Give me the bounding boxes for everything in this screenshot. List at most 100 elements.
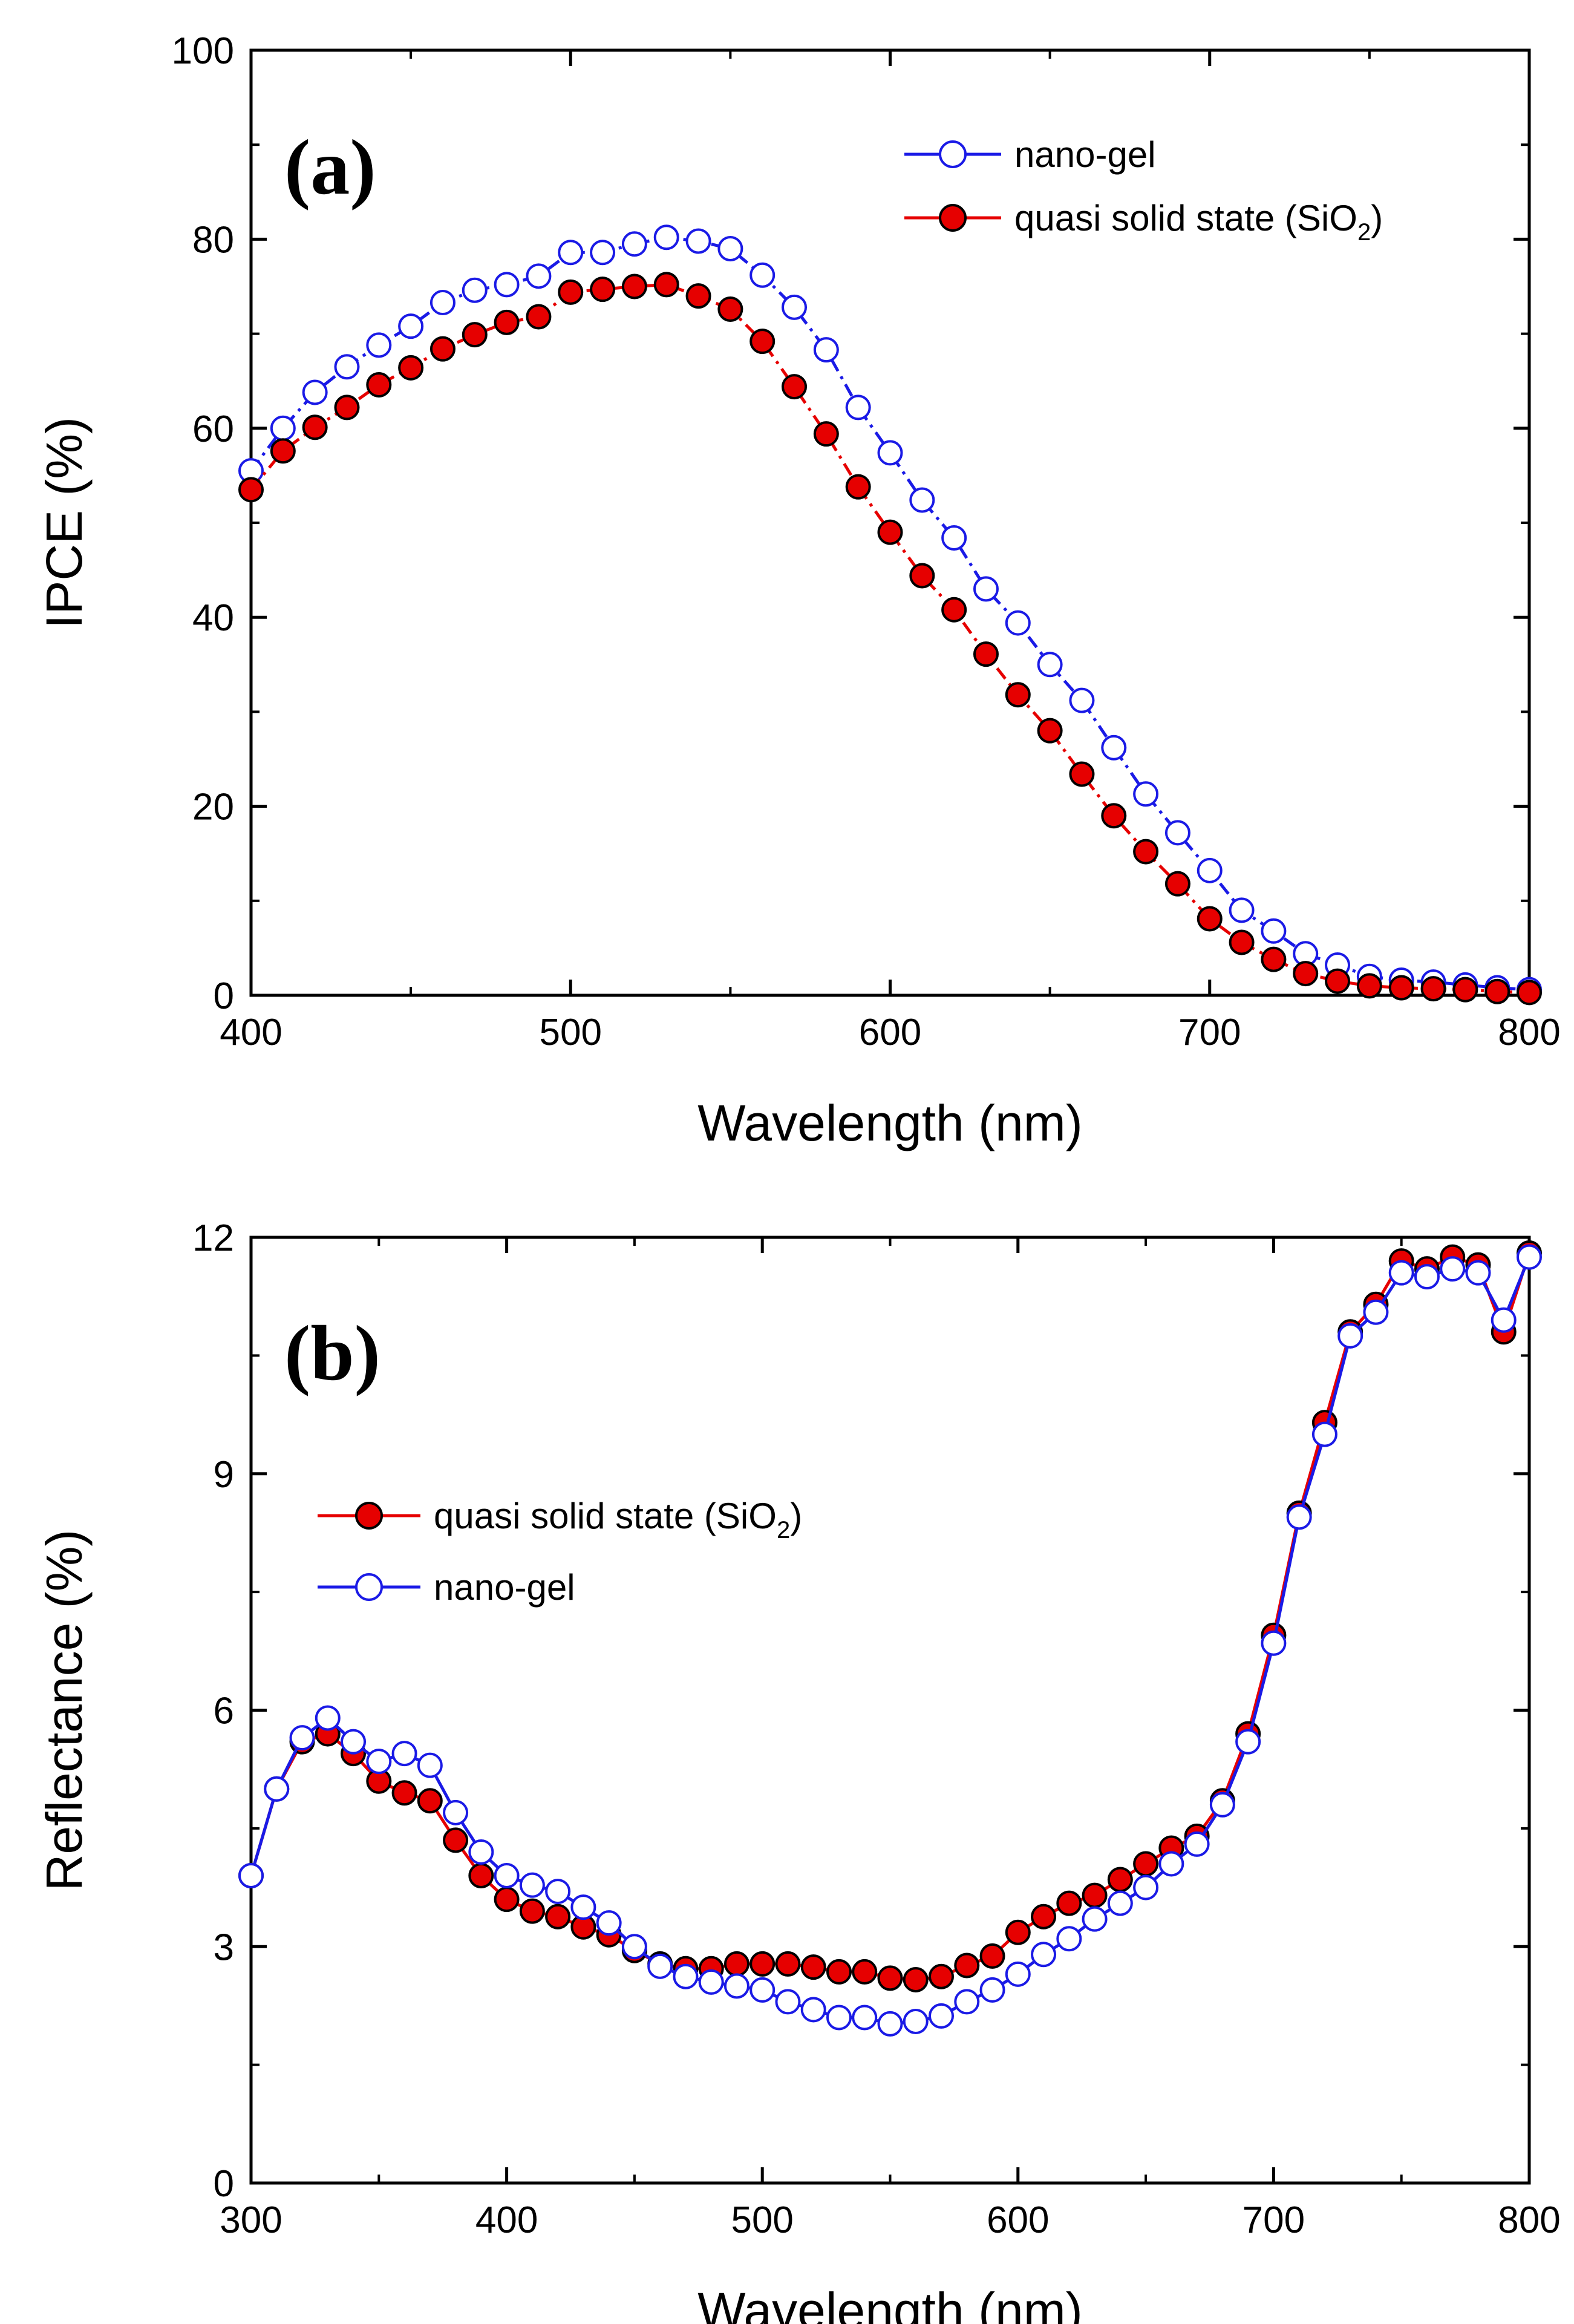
data-point <box>852 2005 878 2031</box>
y-tick-label: 100 <box>172 30 234 72</box>
data-point <box>1229 897 1255 923</box>
data-point <box>366 332 392 358</box>
data-point <box>302 379 328 405</box>
data-point <box>621 273 647 300</box>
data-point <box>1261 946 1287 972</box>
data-point <box>429 290 456 316</box>
data-point <box>1005 1961 1031 1987</box>
y-tick-label: 40 <box>192 597 234 639</box>
data-point <box>749 1977 776 2003</box>
data-point <box>1031 1903 1057 1930</box>
x-tick-label: 700 <box>1178 1012 1241 1053</box>
data-point <box>903 1966 929 1992</box>
x-tick-label: 700 <box>1243 2199 1305 2241</box>
data-point <box>973 576 999 602</box>
data-point <box>590 240 616 266</box>
data-point <box>621 1934 647 1960</box>
data-point <box>238 477 264 503</box>
legend: nano-gel quasi solid state (SiO2) <box>904 134 1383 246</box>
x-tick-label: 600 <box>987 2199 1049 2241</box>
legend-marker <box>355 1502 383 1530</box>
data-point <box>979 1977 1005 2003</box>
data-point <box>909 563 935 589</box>
panel-label: (a) <box>284 124 376 211</box>
x-tick-label: 400 <box>475 2199 538 2241</box>
data-point <box>1388 975 1414 1001</box>
data-point <box>468 1839 494 1865</box>
data-point <box>826 1959 852 1985</box>
data-point <box>366 372 392 398</box>
data-point <box>1356 973 1382 999</box>
data-point <box>519 1898 545 1924</box>
data-point <box>749 262 776 288</box>
y-tick-label: 60 <box>192 408 234 450</box>
data-point <box>391 1741 417 1767</box>
data-point <box>1209 1792 1235 1818</box>
x-axis-title: Wavelength (nm) <box>697 2282 1082 2324</box>
data-point <box>1452 977 1478 1003</box>
data-point <box>1056 1890 1082 1916</box>
data-point <box>653 272 679 298</box>
data-point <box>813 337 839 363</box>
data-point <box>685 228 711 254</box>
data-point <box>929 1963 955 1989</box>
x-axis-title: Wavelength (nm) <box>697 1095 1082 1151</box>
data-point <box>1133 839 1159 865</box>
data-point <box>1484 978 1510 1004</box>
x-tick-label: 500 <box>731 2199 793 2241</box>
x-tick-label: 300 <box>220 2199 282 2241</box>
data-point <box>1465 1260 1491 1286</box>
data-point <box>558 279 584 305</box>
data-point <box>621 231 647 257</box>
data-point <box>775 1951 801 1977</box>
data-point <box>264 1776 290 1802</box>
data-point <box>673 1963 699 1989</box>
data-point <box>877 2011 903 2037</box>
legend-marker <box>939 140 967 168</box>
legend-label: quasi solid state (SiO2) <box>1014 198 1383 246</box>
data-point <box>1158 1851 1184 1877</box>
data-point <box>1414 1264 1440 1290</box>
data-point <box>1107 1867 1133 1893</box>
y-tick-label: 3 <box>214 1926 234 1968</box>
data-point <box>1293 961 1319 987</box>
data-point <box>417 1752 443 1778</box>
data-point <box>782 374 808 400</box>
data-point <box>270 415 296 441</box>
y-tick-label: 80 <box>192 219 234 261</box>
x-tick-label: 800 <box>1498 2199 1560 2241</box>
data-point <box>1311 1421 1337 1447</box>
data-point <box>545 1903 571 1930</box>
data-point <box>1107 1890 1133 1916</box>
data-point <box>270 438 296 464</box>
data-point <box>391 1780 417 1806</box>
data-point <box>1101 803 1127 829</box>
series-line <box>250 283 1530 994</box>
data-point <box>749 329 776 355</box>
data-point <box>941 597 967 623</box>
data-point <box>1101 735 1127 761</box>
data-point <box>723 1951 749 1977</box>
data-point <box>398 355 424 381</box>
data-point <box>1056 1926 1082 1952</box>
series-nano-gel <box>238 224 1542 1003</box>
data-point <box>954 1989 980 2015</box>
data-point <box>929 2003 955 2029</box>
data-point <box>462 322 488 348</box>
data-point <box>845 474 871 500</box>
data-point <box>1388 1260 1414 1286</box>
legend-label: nano-gel <box>434 1567 575 1608</box>
data-point <box>494 309 520 335</box>
x-tick-label: 600 <box>859 1012 921 1053</box>
data-point <box>1197 906 1223 932</box>
data-point <box>973 641 999 667</box>
y-tick-label: 20 <box>192 787 234 828</box>
data-point <box>877 519 903 545</box>
data-point <box>545 1879 571 1905</box>
data-point <box>1440 1256 1466 1282</box>
data-point <box>1133 781 1159 807</box>
x-tick-label: 800 <box>1498 1012 1560 1053</box>
legend-label: quasi solid state (SiO2) <box>434 1496 802 1543</box>
data-point <box>845 394 871 421</box>
